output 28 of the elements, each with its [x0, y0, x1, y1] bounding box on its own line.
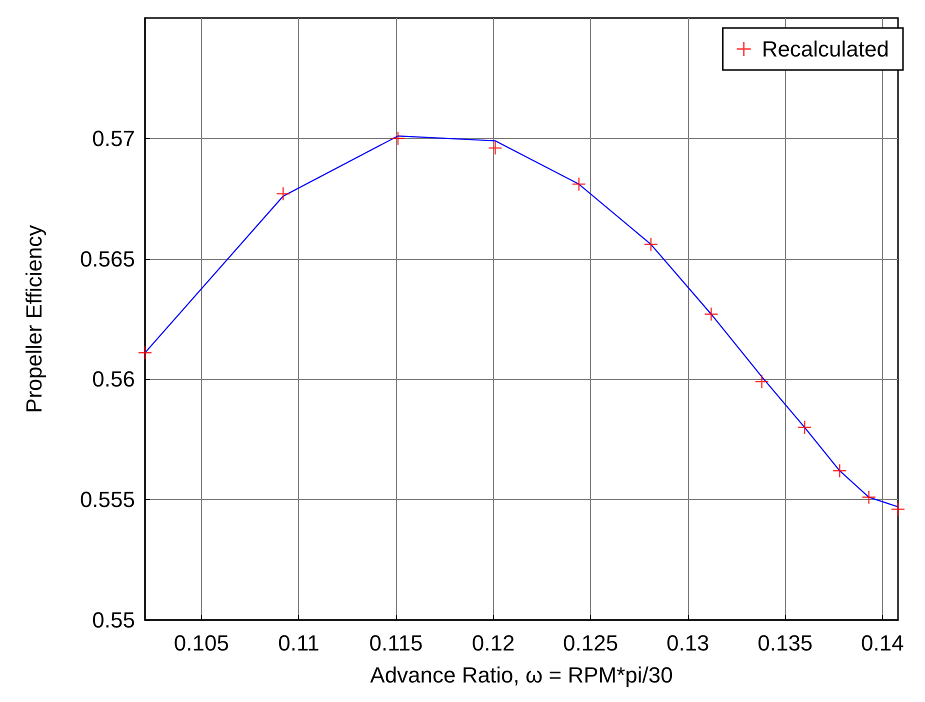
- x-tick-label: 0.105: [174, 630, 229, 656]
- point: [276, 187, 290, 200]
- legend-label: Recalculated: [762, 36, 889, 62]
- y-tick-label: 0.565: [80, 246, 135, 272]
- y-tick-label: 0.57: [92, 126, 135, 151]
- y-tick-label: 0.56: [92, 366, 135, 392]
- y-tick-label: 0.55: [92, 608, 135, 632]
- point: [644, 238, 658, 251]
- point: [755, 375, 768, 388]
- y-axis-title: Propeller Efficiency: [22, 225, 46, 413]
- point: [833, 464, 846, 478]
- point: [704, 308, 718, 321]
- x-axis-title: Advance Ratio, ω = RPM*pi/30: [370, 662, 673, 688]
- x-tick-label: 0.14: [861, 630, 904, 656]
- x-tick-label: 0.135: [758, 630, 813, 656]
- x-tick-label: 0.125: [563, 630, 618, 656]
- point: [572, 178, 586, 191]
- x-tick-label: 0.13: [666, 630, 710, 656]
- y-tick-label: 0.555: [80, 487, 135, 512]
- point: [798, 420, 812, 434]
- x-tick-label: 0.115: [369, 630, 423, 656]
- point: [488, 142, 502, 155]
- point: [138, 346, 152, 360]
- point: [892, 502, 904, 516]
- x-tick-label: 0.11: [278, 630, 320, 656]
- point: [391, 132, 404, 145]
- point: [862, 490, 876, 504]
- x-tick-label: 0.12: [472, 630, 515, 656]
